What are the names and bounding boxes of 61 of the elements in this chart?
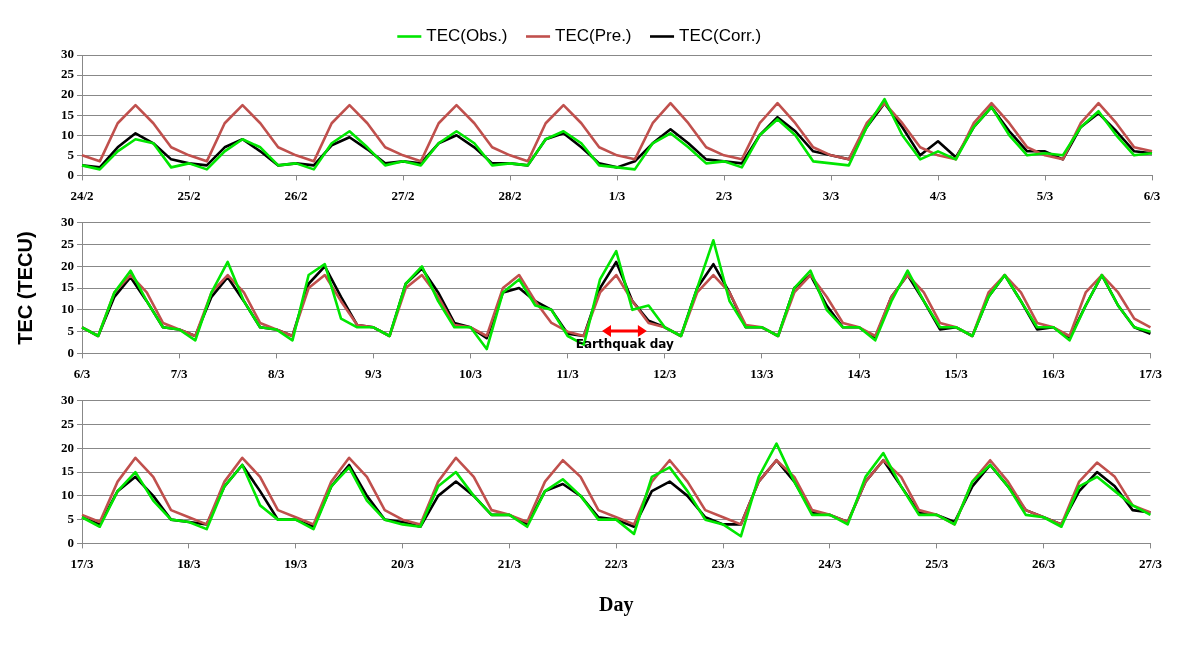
y-tick-label: 20 (61, 257, 74, 273)
x-tick-label: 7/3 (170, 365, 188, 381)
y-tick-label: 30 (61, 46, 74, 62)
legend-label: TEC(Pre.) (555, 26, 632, 46)
x-tick-label: 17/3 (1138, 365, 1163, 381)
x-tick-label: 18/3 (177, 555, 201, 571)
x-tick-label: 2/3 (715, 187, 733, 203)
legend-label: TEC(Obs.) (426, 26, 508, 46)
y-tick-label: 10 (61, 301, 74, 317)
x-tick-label: 16/3 (1041, 365, 1066, 381)
y-tick-label: 15 (61, 463, 75, 479)
x-tick-label: 12/3 (653, 365, 677, 381)
x-tick-label: 3/3 (822, 187, 840, 203)
y-tick-label: 10 (61, 487, 74, 503)
x-tick-label: 24/3 (818, 555, 842, 571)
y-tick-label: 20 (61, 86, 74, 102)
x-tick-label: 5/3 (1036, 187, 1054, 203)
x-tick-label: 6/3 (1143, 187, 1161, 203)
x-tick-label: 25/2 (177, 187, 201, 203)
x-tick-label: 22/3 (604, 555, 629, 571)
x-tick-label: 13/3 (750, 365, 774, 381)
x-tick-label: 8/3 (267, 365, 286, 381)
y-axis-title: TEC (TECU) (13, 231, 36, 345)
x-tick-label: 1/3 (608, 187, 626, 203)
x-tick-label: 15/3 (944, 365, 969, 381)
y-tick-label: 10 (61, 126, 74, 142)
x-tick-label: 10/3 (458, 365, 483, 381)
y-tick-label: 0 (67, 166, 74, 182)
x-tick-label: 17/3 (70, 555, 95, 571)
x-tick-label: 27/3 (1138, 555, 1163, 571)
x-tick-label: 6/3 (73, 365, 91, 381)
x-tick-label: 21/3 (497, 555, 522, 571)
x-tick-label: 28/2 (498, 187, 522, 203)
x-tick-label: 27/2 (391, 187, 415, 203)
y-tick-label: 5 (67, 146, 75, 162)
y-tick-label: 20 (61, 439, 74, 455)
x-tick-label: 14/3 (847, 365, 872, 381)
y-tick-label: 5 (67, 510, 75, 526)
x-tick-label: 4/3 (929, 187, 947, 203)
y-tick-label: 5 (67, 322, 75, 338)
y-tick-label: 30 (61, 214, 74, 230)
x-tick-label: 19/3 (284, 555, 308, 571)
x-tick-label: 24/2 (70, 187, 94, 203)
y-tick-label: 15 (61, 279, 75, 295)
x-tick-label: 26/3 (1032, 555, 1056, 571)
x-axis-title: Day (599, 593, 634, 617)
y-tick-label: 25 (61, 415, 75, 431)
y-tick-label: 30 (61, 392, 74, 408)
y-tick-label: 0 (67, 534, 74, 550)
y-tick-label: 0 (67, 344, 74, 360)
legend-label: TEC(Corr.) (679, 26, 762, 46)
y-tick-label: 25 (61, 66, 75, 82)
y-tick-label: 15 (61, 106, 75, 122)
y-tick-label: 25 (61, 235, 75, 251)
x-tick-label: 11/3 (556, 365, 580, 381)
annotation: Earthquak day (575, 337, 674, 352)
x-tick-label: 20/3 (390, 555, 415, 571)
x-tick-label: 25/3 (925, 555, 949, 571)
x-tick-label: 23/3 (711, 555, 736, 571)
x-tick-label: 9/3 (365, 365, 383, 381)
x-tick-label: 26/2 (284, 187, 308, 203)
